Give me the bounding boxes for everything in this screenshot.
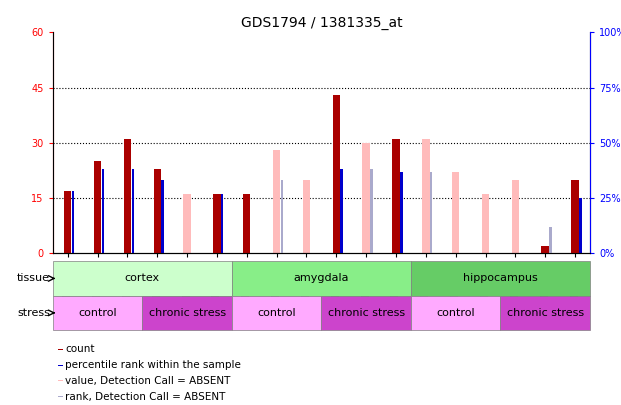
Text: count: count — [65, 345, 94, 354]
Bar — [430, 172, 432, 253]
Bar — [94, 161, 101, 253]
Bar — [58, 349, 63, 350]
Bar — [392, 139, 400, 253]
Bar — [58, 380, 63, 382]
Text: chronic stress: chronic stress — [148, 308, 225, 318]
Bar — [58, 396, 63, 397]
Bar — [213, 194, 220, 253]
Text: value, Detection Call = ABSENT: value, Detection Call = ABSENT — [65, 376, 230, 386]
Bar — [72, 191, 75, 253]
Bar — [161, 179, 164, 253]
Bar — [232, 296, 322, 330]
Bar — [58, 364, 63, 366]
Bar — [183, 194, 191, 253]
Bar — [411, 261, 590, 296]
Bar — [501, 296, 590, 330]
Text: percentile rank within the sample: percentile rank within the sample — [65, 360, 241, 370]
Text: hippocampus: hippocampus — [463, 273, 538, 283]
Bar — [64, 191, 71, 253]
Bar — [333, 95, 340, 253]
Bar — [571, 179, 579, 253]
Text: amygdala: amygdala — [294, 273, 349, 283]
Bar — [322, 296, 411, 330]
Bar — [400, 172, 402, 253]
Bar — [302, 179, 310, 253]
Title: GDS1794 / 1381335_at: GDS1794 / 1381335_at — [240, 16, 402, 30]
Text: control: control — [78, 308, 117, 318]
Text: cortex: cortex — [125, 273, 160, 283]
Text: chronic stress: chronic stress — [507, 308, 584, 318]
Bar — [550, 227, 551, 253]
Bar — [512, 179, 519, 253]
Bar — [232, 261, 411, 296]
Bar — [53, 261, 232, 296]
Bar — [281, 179, 283, 253]
Bar — [411, 296, 501, 330]
Text: control: control — [437, 308, 475, 318]
Text: stress: stress — [17, 308, 50, 318]
Bar — [132, 168, 134, 253]
Text: control: control — [257, 308, 296, 318]
Bar — [153, 168, 161, 253]
Bar — [482, 194, 489, 253]
Bar — [542, 246, 549, 253]
Bar — [53, 296, 142, 330]
Bar — [340, 168, 343, 253]
Bar — [273, 150, 280, 253]
Bar — [452, 172, 460, 253]
Bar — [579, 198, 582, 253]
Text: tissue: tissue — [17, 273, 50, 283]
Bar — [422, 139, 430, 253]
Bar — [102, 168, 104, 253]
Bar — [363, 143, 370, 253]
Bar — [221, 194, 224, 253]
Bar — [142, 296, 232, 330]
Text: rank, Detection Call = ABSENT: rank, Detection Call = ABSENT — [65, 392, 225, 401]
Bar — [370, 168, 373, 253]
Text: chronic stress: chronic stress — [327, 308, 405, 318]
Bar — [124, 139, 131, 253]
Bar — [243, 194, 250, 253]
